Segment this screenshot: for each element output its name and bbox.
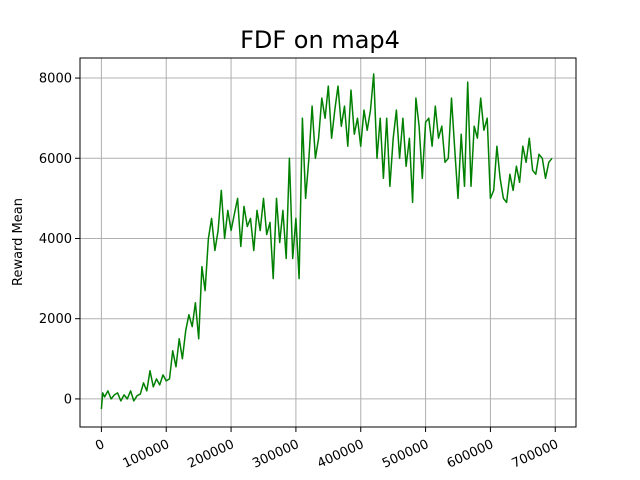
axes-frame	[79, 57, 577, 428]
x-tick-label: 100000	[121, 437, 172, 472]
y-tick-label: 8000	[39, 72, 72, 87]
y-tick-label: 0	[64, 392, 72, 407]
x-tick-label: 0	[93, 437, 107, 454]
y-ticks: 0 2000 4000 6000 8000	[39, 72, 80, 407]
x-tick-label: 700000	[510, 437, 561, 472]
series-line-reward-mean	[100, 73, 553, 410]
grid	[80, 58, 576, 427]
series-layer	[100, 73, 553, 410]
x-tick-label: 300000	[250, 437, 301, 472]
y-tick-label: 2000	[39, 312, 72, 327]
x-tick-label: 500000	[380, 437, 431, 472]
x-tick-label: 200000	[185, 437, 236, 472]
x-tick-label: 400000	[315, 437, 366, 472]
x-ticks: 0 100000 200000 300000 400000 500000 600000 700…	[93, 427, 561, 472]
chart-title: FDF on map4	[240, 26, 400, 54]
y-tick-label: 4000	[39, 232, 72, 247]
y-tick-label: 6000	[39, 152, 72, 167]
x-tick-label: 600000	[445, 437, 496, 472]
y-axis-label: Reward Mean	[11, 198, 26, 286]
